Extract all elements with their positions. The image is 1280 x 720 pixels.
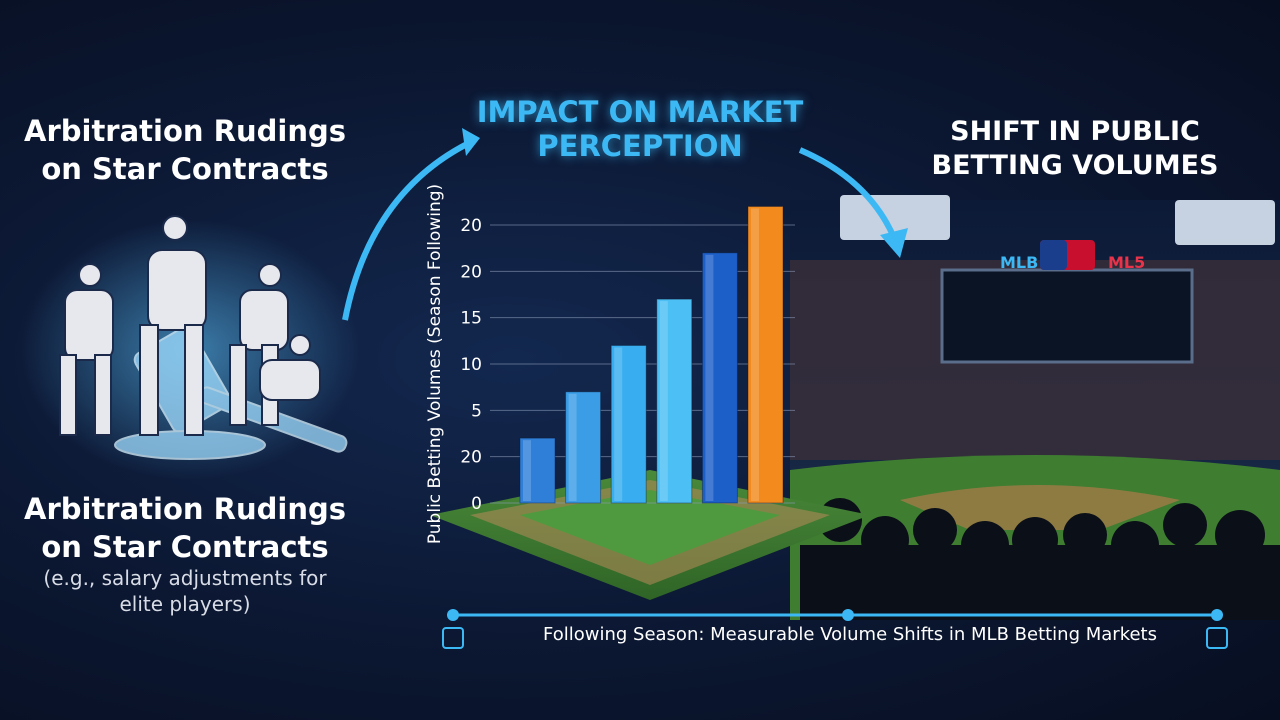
y-tick-label: 20 xyxy=(460,262,482,282)
timeline-dot xyxy=(842,609,854,621)
bar xyxy=(747,205,784,504)
players xyxy=(59,215,321,436)
bar-highlight xyxy=(659,301,668,501)
caption: Following Season: Measurable Volume Shif… xyxy=(543,624,1157,645)
y-tick-label: 10 xyxy=(460,355,482,375)
bar-highlight xyxy=(523,440,531,501)
y-tick-label: 5 xyxy=(471,401,482,421)
bar xyxy=(656,298,693,504)
bar xyxy=(701,252,738,504)
arrow xyxy=(342,137,477,321)
lights xyxy=(840,195,950,240)
arrow-head xyxy=(462,128,480,156)
bar-highlight xyxy=(751,208,759,501)
y-axis-label: Public Betting Volumes (Season Following… xyxy=(425,184,445,544)
bar xyxy=(519,437,556,504)
scoreboard-label: ML5 xyxy=(1108,253,1145,272)
diamond-grass xyxy=(520,490,780,565)
arrow xyxy=(798,147,898,242)
timeline-dot xyxy=(447,609,459,621)
infield xyxy=(900,485,1180,530)
crowd xyxy=(800,498,1280,620)
lights xyxy=(1175,200,1275,245)
bar xyxy=(565,391,602,504)
y-tick-label: 15 xyxy=(460,309,482,329)
bar xyxy=(610,344,647,504)
scoreboard-label: MLB xyxy=(1000,253,1038,272)
y-tick-label: 20 xyxy=(460,448,482,468)
chart-title: IMPACT ON MARKET PERCEPTION xyxy=(476,95,804,163)
left-title: Arbitration Rudings on Star Contracts xyxy=(24,114,346,186)
y-tick-label: 20 xyxy=(460,216,482,236)
calendar-icon xyxy=(1206,627,1228,649)
logo xyxy=(1040,240,1067,270)
left-note: (e.g., salary adjustments for elite play… xyxy=(43,566,327,616)
timeline-dot xyxy=(1211,609,1223,621)
arrow-head xyxy=(880,228,908,258)
right-title: SHIFT IN PUBLIC BETTING VOLUMES xyxy=(931,116,1219,181)
scoreboard xyxy=(940,268,1194,364)
bar-highlight xyxy=(568,393,577,501)
calendar-icon xyxy=(442,627,464,649)
bar-highlight xyxy=(705,254,714,501)
left-heading: Arbitration Rudings on Star Contracts xyxy=(24,492,346,564)
y-tick-label: 0 xyxy=(471,494,482,514)
bar-highlight xyxy=(614,347,623,501)
